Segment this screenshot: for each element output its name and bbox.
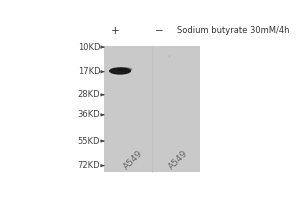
Text: −: −: [155, 26, 164, 36]
Ellipse shape: [117, 67, 132, 72]
Bar: [104, 46, 200, 172]
Text: A549: A549: [122, 149, 145, 172]
Text: 28KD: 28KD: [78, 90, 100, 99]
Text: 55KD: 55KD: [78, 137, 100, 146]
Text: 72KD: 72KD: [78, 161, 100, 170]
Text: 10KD: 10KD: [78, 43, 100, 52]
Text: +: +: [111, 26, 120, 36]
Text: 36KD: 36KD: [77, 110, 100, 119]
Text: Sodium butyrate 30mM/4h: Sodium butyrate 30mM/4h: [177, 26, 290, 35]
Text: 17KD: 17KD: [78, 67, 100, 76]
Text: A549: A549: [167, 149, 189, 172]
Ellipse shape: [109, 67, 131, 75]
